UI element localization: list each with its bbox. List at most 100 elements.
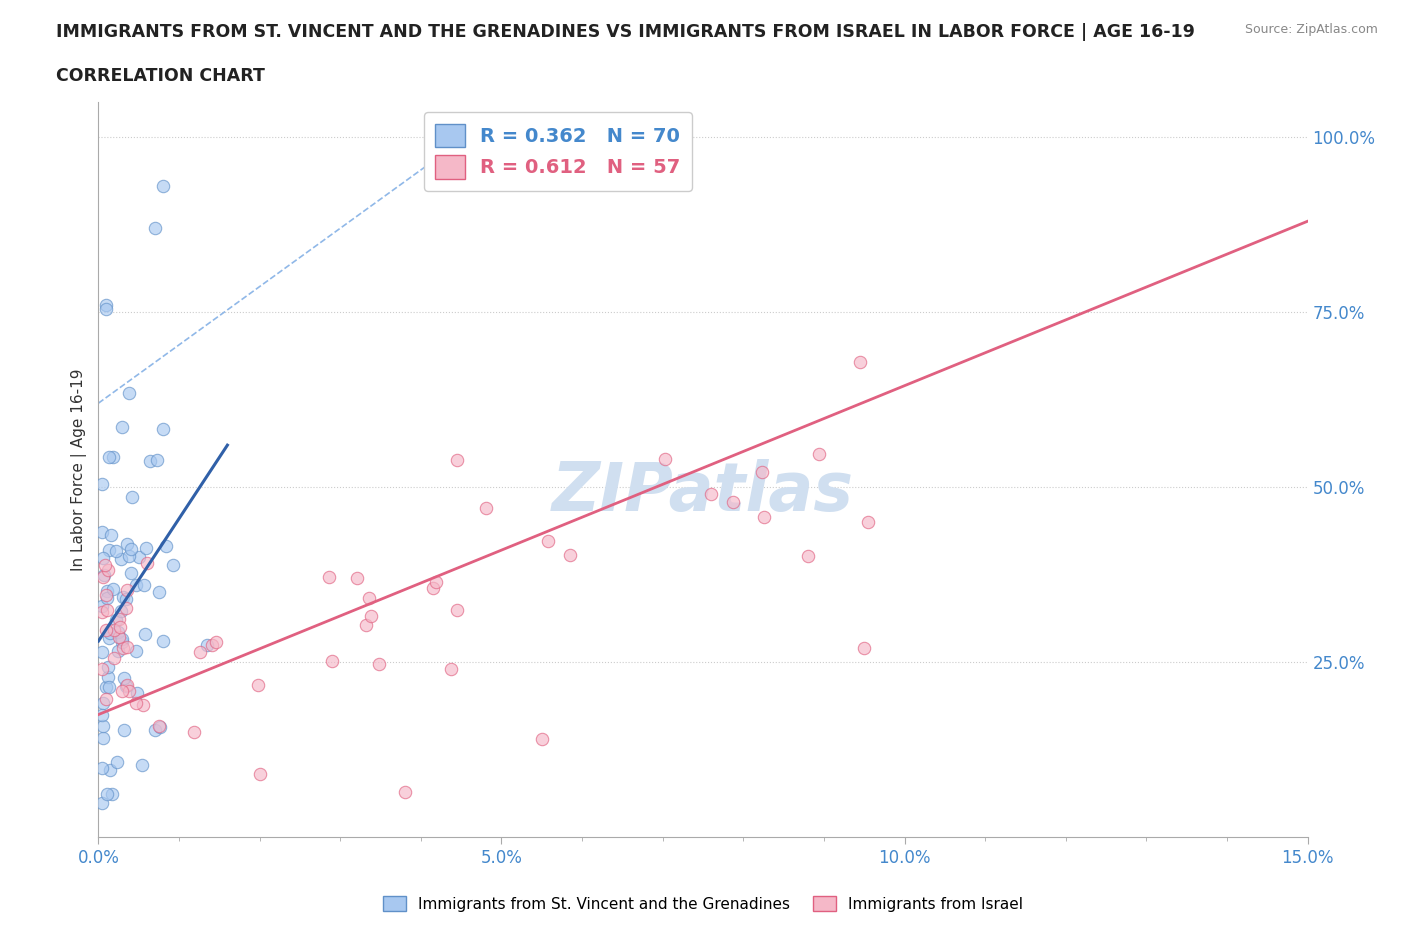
Point bbox=[91, 604, 114, 619]
Point bbox=[118, 385, 141, 400]
Point bbox=[425, 574, 447, 589]
Point bbox=[125, 644, 148, 658]
Text: CORRELATION CHART: CORRELATION CHART bbox=[56, 67, 266, 85]
Point bbox=[117, 640, 139, 655]
Point bbox=[94, 558, 117, 573]
Point bbox=[204, 635, 226, 650]
Point bbox=[356, 618, 378, 632]
Point bbox=[115, 582, 138, 597]
Point bbox=[201, 638, 224, 653]
Y-axis label: In Labor Force | Age 16-19: In Labor Force | Age 16-19 bbox=[72, 368, 87, 571]
Point bbox=[107, 644, 129, 658]
Point bbox=[131, 758, 153, 773]
Point bbox=[111, 635, 134, 650]
Point bbox=[856, 515, 879, 530]
Point bbox=[111, 631, 134, 646]
Point bbox=[93, 568, 115, 583]
Point bbox=[97, 659, 120, 674]
Legend: Immigrants from St. Vincent and the Grenadines, Immigrants from Israel: Immigrants from St. Vincent and the Gren… bbox=[377, 889, 1029, 918]
Point bbox=[91, 696, 114, 711]
Point bbox=[98, 631, 121, 645]
Text: IMMIGRANTS FROM ST. VINCENT AND THE GRENADINES VS IMMIGRANTS FROM ISRAEL IN LABO: IMMIGRANTS FROM ST. VINCENT AND THE GREN… bbox=[56, 23, 1195, 41]
Point bbox=[145, 723, 167, 737]
Point bbox=[131, 698, 153, 712]
Point bbox=[751, 465, 773, 480]
Point bbox=[108, 619, 131, 634]
Point bbox=[91, 644, 114, 659]
Point bbox=[124, 695, 146, 710]
Point bbox=[105, 755, 128, 770]
Point bbox=[96, 591, 118, 605]
Point bbox=[440, 662, 463, 677]
Point bbox=[96, 301, 118, 316]
Point bbox=[108, 612, 131, 627]
Point bbox=[91, 476, 114, 491]
Text: Source: ZipAtlas.com: Source: ZipAtlas.com bbox=[1244, 23, 1378, 36]
Point bbox=[752, 510, 775, 525]
Text: ZIPatlas: ZIPatlas bbox=[553, 458, 853, 525]
Point bbox=[146, 453, 169, 468]
Point bbox=[91, 795, 114, 810]
Point bbox=[100, 786, 122, 801]
Point bbox=[853, 641, 876, 656]
Point bbox=[121, 489, 143, 504]
Point bbox=[346, 570, 368, 585]
Point bbox=[446, 603, 468, 618]
Point bbox=[135, 540, 157, 555]
Point bbox=[117, 537, 139, 551]
Point bbox=[149, 720, 172, 735]
Point bbox=[139, 453, 162, 468]
Point bbox=[103, 622, 125, 637]
Point bbox=[148, 584, 170, 599]
Point bbox=[94, 622, 117, 637]
Point bbox=[723, 494, 745, 509]
Point bbox=[143, 220, 166, 235]
Point bbox=[112, 723, 135, 737]
Point bbox=[134, 627, 156, 642]
Point bbox=[538, 158, 561, 173]
Point bbox=[111, 419, 134, 434]
Point bbox=[98, 625, 121, 640]
Legend: R = 0.362   N = 70, R = 0.612   N = 57: R = 0.362 N = 70, R = 0.612 N = 57 bbox=[423, 112, 692, 191]
Point bbox=[197, 638, 219, 653]
Point bbox=[359, 591, 381, 605]
Point bbox=[797, 549, 820, 564]
Point bbox=[94, 692, 117, 707]
Point bbox=[318, 570, 340, 585]
Point bbox=[117, 677, 139, 692]
Point bbox=[112, 640, 135, 655]
Point bbox=[162, 558, 184, 573]
Point bbox=[91, 719, 114, 734]
Point bbox=[93, 551, 115, 565]
Point bbox=[96, 603, 118, 618]
Point bbox=[100, 527, 122, 542]
Point bbox=[98, 762, 121, 777]
Point bbox=[108, 630, 131, 644]
Point bbox=[111, 590, 134, 604]
Point bbox=[110, 551, 132, 566]
Point bbox=[103, 650, 125, 665]
Point bbox=[321, 654, 343, 669]
Point bbox=[367, 657, 389, 671]
Point bbox=[112, 671, 135, 685]
Point bbox=[183, 724, 205, 739]
Point bbox=[155, 538, 177, 553]
Point bbox=[110, 604, 132, 618]
Point bbox=[97, 562, 120, 577]
Point bbox=[530, 732, 553, 747]
Point bbox=[475, 500, 498, 515]
Point bbox=[91, 661, 114, 676]
Point bbox=[152, 421, 174, 436]
Point bbox=[394, 784, 416, 799]
Point bbox=[115, 679, 138, 694]
Point bbox=[668, 158, 690, 173]
Point bbox=[96, 786, 118, 801]
Point bbox=[849, 354, 872, 369]
Point bbox=[98, 449, 121, 464]
Point bbox=[118, 549, 141, 564]
Point bbox=[586, 158, 609, 173]
Point bbox=[249, 766, 271, 781]
Point bbox=[115, 591, 138, 606]
Point bbox=[97, 542, 120, 557]
Point bbox=[101, 449, 124, 464]
